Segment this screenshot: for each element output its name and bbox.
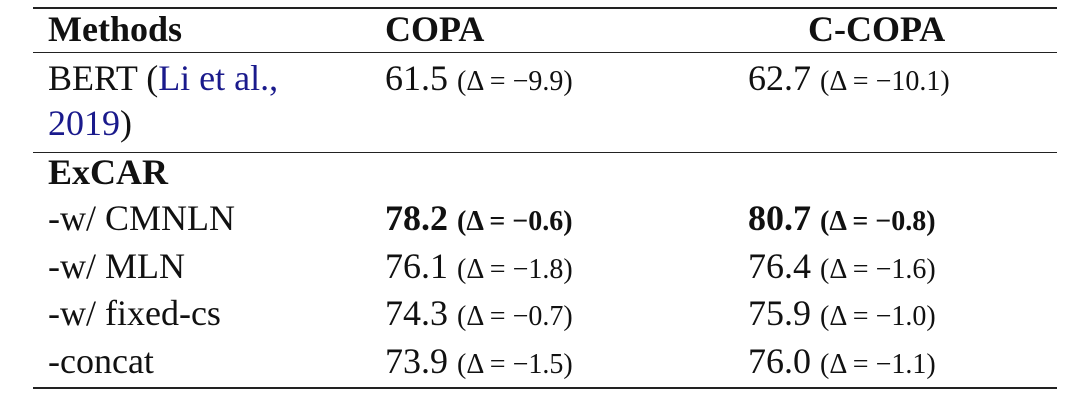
delta: (Δ = −1.5)	[457, 348, 573, 380]
ccopa-cell: 76.4 (Δ = −1.6)	[748, 244, 936, 292]
header-methods: Methods	[48, 9, 182, 49]
header-rule	[33, 52, 1057, 53]
ccopa-cell: 62.7 (Δ = −10.1)	[748, 56, 950, 104]
copa-cell: 78.2 (Δ = −0.6)	[385, 196, 573, 244]
group-label: ExCAR	[48, 152, 169, 192]
delta: (Δ = −9.9)	[457, 66, 573, 97]
score: 62.7	[748, 58, 811, 98]
delta: (Δ = −0.7)	[457, 301, 573, 332]
delta: (Δ = −1.1)	[820, 348, 936, 380]
score: 78.2	[385, 198, 448, 238]
mid-rule	[33, 152, 1057, 153]
delta: (Δ = −0.8)	[820, 206, 936, 237]
score: 76.1	[385, 245, 448, 286]
method: -w/ fixed-cs	[48, 293, 221, 333]
delta: (Δ = −1.6)	[820, 253, 936, 285]
delta: (Δ = −0.6)	[457, 206, 573, 237]
ccopa-cell: 80.7 (Δ = −0.8)	[748, 196, 936, 244]
citation-link[interactable]: Li et al., 2019	[48, 58, 279, 143]
copa-cell: 74.3 (Δ = −0.7)	[385, 291, 573, 339]
copa-cell: 76.1 (Δ = −1.8)	[385, 244, 573, 292]
score: 76.4	[748, 245, 811, 286]
delta: (Δ = −1.0)	[820, 301, 936, 332]
score: 74.3	[385, 293, 448, 333]
score: 61.5	[385, 58, 448, 98]
copa-cell: 73.9 (Δ = −1.5)	[385, 339, 573, 387]
method: -concat	[48, 340, 154, 381]
method: -w/ MLN	[48, 245, 185, 286]
method-name: BERT (	[48, 58, 159, 98]
header-ccopa: C-COPA	[808, 9, 946, 49]
ccopa-cell: 75.9 (Δ = −1.0)	[748, 291, 936, 339]
method: -w/ CMNLN	[48, 198, 235, 238]
score: 76.0	[748, 340, 811, 381]
baseline-method: BERT (Li et al., 2019)	[48, 56, 348, 146]
top-rule	[33, 7, 1057, 9]
copa-cell: 61.5 (Δ = −9.9)	[385, 56, 573, 104]
bottom-rule	[33, 387, 1057, 389]
score: 73.9	[385, 340, 448, 381]
header-copa: COPA	[385, 9, 485, 49]
delta: (Δ = −1.8)	[457, 253, 573, 285]
close-paren: )	[120, 103, 132, 143]
ccopa-cell: 76.0 (Δ = −1.1)	[748, 339, 936, 387]
score: 80.7	[748, 198, 811, 238]
delta: (Δ = −10.1)	[820, 66, 950, 97]
score: 75.9	[748, 293, 811, 333]
